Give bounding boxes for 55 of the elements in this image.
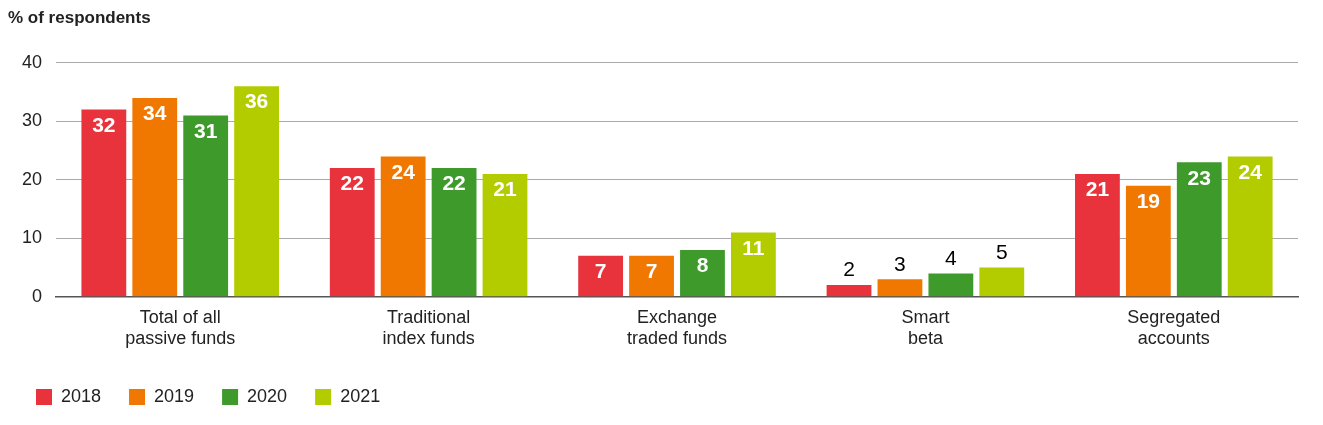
y-axis-title: % of respondents	[8, 8, 152, 29]
y-tick-label: 0	[32, 285, 43, 306]
bar	[928, 273, 974, 297]
data-label: 3	[894, 251, 906, 275]
bar	[629, 255, 674, 297]
x-tick-label: Segregated accounts	[1127, 306, 1221, 349]
bar	[1176, 162, 1222, 297]
data-label: 34	[143, 101, 167, 125]
data-label: 7	[645, 259, 658, 283]
data-label: 21	[1085, 177, 1110, 201]
bar	[730, 232, 776, 297]
data-label: 5	[995, 239, 1008, 263]
bar	[680, 250, 725, 297]
x-tick-label: Traditional index funds	[382, 306, 475, 349]
data-label: 21	[493, 177, 517, 201]
bar	[431, 168, 477, 297]
y-tick-label: 20	[21, 168, 43, 189]
data-label: 24	[391, 159, 416, 183]
legend-label: 2019	[154, 385, 195, 406]
bar	[1075, 173, 1120, 297]
data-label: 24	[1238, 159, 1263, 183]
data-label: 36	[244, 89, 269, 113]
bar	[979, 267, 1025, 297]
data-label: 22	[340, 171, 364, 195]
bar	[132, 97, 178, 297]
data-label: 11	[742, 235, 765, 259]
bar	[877, 279, 923, 297]
y-tick-label: 10	[21, 227, 43, 248]
x-tick-label: Exchange traded funds	[626, 306, 728, 349]
legend-label: 2021	[340, 385, 381, 406]
data-label: 22	[442, 171, 466, 195]
data-label: 8	[696, 253, 709, 277]
data-label: 7	[594, 259, 607, 283]
data-label: 23	[1187, 165, 1211, 189]
x-tick-label: Smart beta	[901, 306, 950, 349]
legend-label: 2020	[247, 385, 288, 406]
bar	[329, 168, 375, 297]
bar	[482, 173, 528, 297]
bar	[826, 285, 872, 297]
bar	[81, 109, 127, 297]
bar	[380, 156, 426, 297]
x-tick-label: Total of all passive funds	[125, 306, 236, 349]
data-label: 31	[194, 118, 218, 142]
data-label: 4	[945, 245, 958, 269]
y-tick-label: 40	[21, 51, 43, 72]
data-label: 2	[843, 257, 855, 281]
data-label: 19	[1136, 188, 1161, 212]
legend-label: 2018	[61, 385, 102, 406]
y-tick-label: 30	[21, 110, 43, 131]
bar	[1125, 185, 1171, 297]
bar	[578, 255, 624, 297]
bar	[183, 115, 229, 297]
data-label: 32	[92, 112, 116, 136]
bar	[234, 86, 280, 297]
bar	[1227, 156, 1273, 297]
